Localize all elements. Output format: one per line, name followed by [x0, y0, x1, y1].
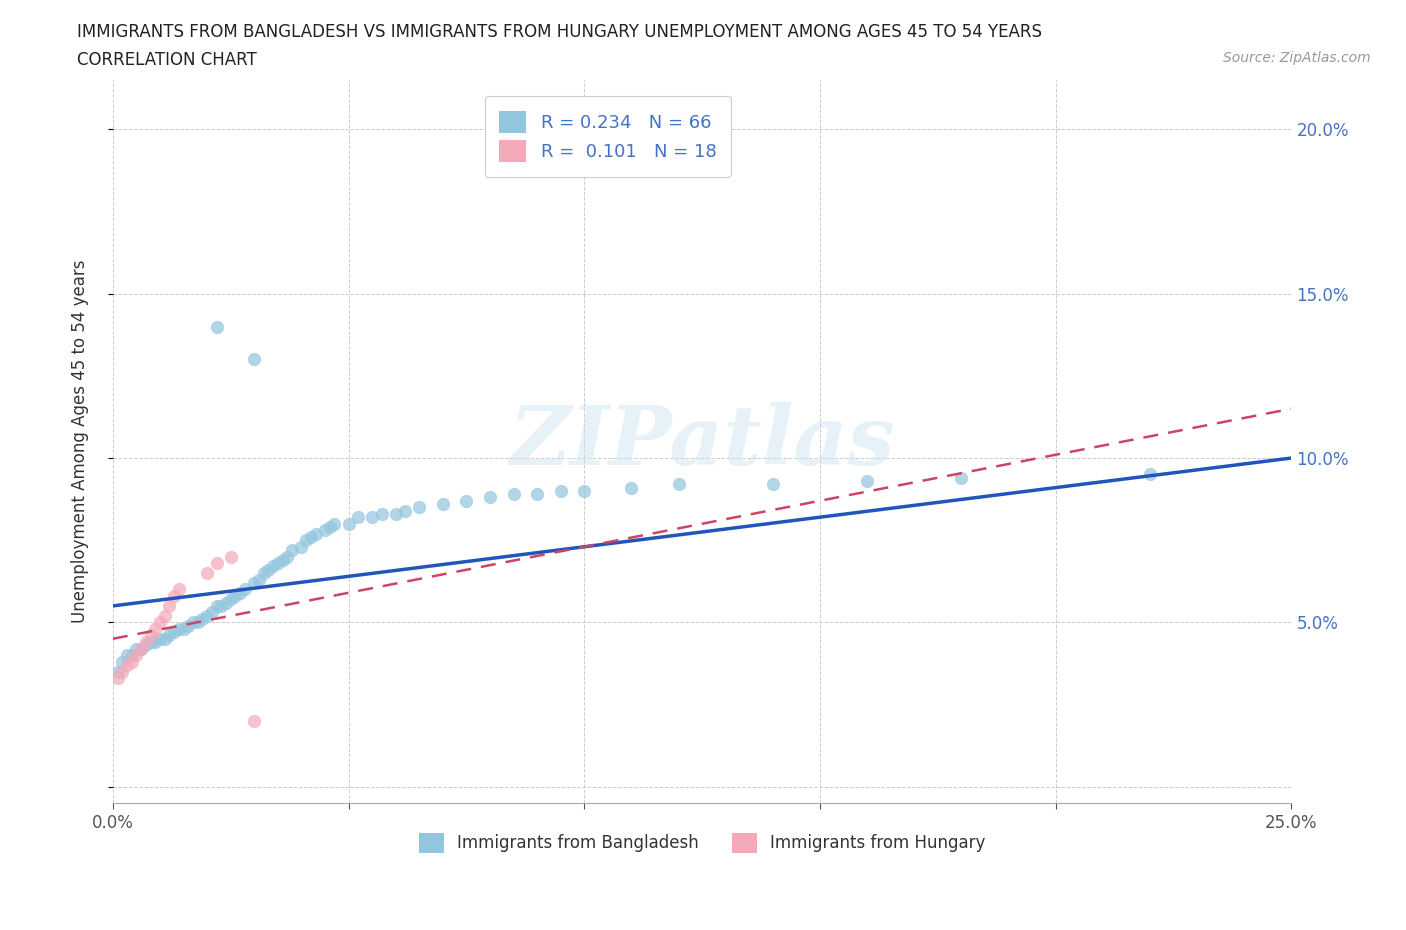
Point — [950, 471, 973, 485]
Point — [187, 615, 209, 630]
Point — [247, 572, 270, 587]
Point — [205, 556, 228, 571]
Point — [526, 486, 548, 501]
Point — [107, 664, 129, 679]
Point — [262, 559, 284, 574]
Point — [159, 599, 181, 614]
Point — [135, 638, 157, 653]
Point — [370, 507, 392, 522]
Point — [125, 648, 148, 663]
Point — [143, 634, 166, 649]
Point — [271, 552, 294, 567]
Point — [125, 641, 148, 656]
Point — [668, 477, 690, 492]
Point — [574, 484, 596, 498]
Point — [111, 664, 134, 679]
Point — [167, 582, 190, 597]
Point — [304, 526, 326, 541]
Point — [153, 608, 176, 623]
Point — [319, 520, 342, 535]
Y-axis label: Unemployment Among Ages 45 to 54 years: Unemployment Among Ages 45 to 54 years — [72, 259, 89, 623]
Point — [205, 599, 228, 614]
Point — [229, 585, 252, 600]
Text: IMMIGRANTS FROM BANGLADESH VS IMMIGRANTS FROM HUNGARY UNEMPLOYMENT AMONG AGES 45: IMMIGRANTS FROM BANGLADESH VS IMMIGRANTS… — [77, 23, 1042, 41]
Text: Source: ZipAtlas.com: Source: ZipAtlas.com — [1223, 51, 1371, 65]
Point — [107, 671, 129, 685]
Point — [195, 565, 218, 580]
Point — [290, 539, 312, 554]
Point — [384, 507, 406, 522]
Point — [257, 563, 280, 578]
Point — [314, 523, 336, 538]
Point — [121, 648, 143, 663]
Point — [115, 648, 138, 663]
Point — [135, 634, 157, 649]
Point — [224, 589, 246, 604]
Point — [139, 634, 162, 649]
Point — [149, 631, 172, 646]
Point — [209, 599, 232, 614]
Point — [129, 641, 152, 656]
Point — [115, 658, 138, 672]
Point — [177, 618, 200, 633]
Point — [502, 486, 524, 501]
Point — [121, 655, 143, 670]
Point — [361, 510, 384, 525]
Point — [856, 473, 879, 488]
Point — [620, 480, 643, 495]
Point — [243, 352, 266, 366]
Point — [550, 484, 572, 498]
Point — [167, 621, 190, 636]
Point — [111, 655, 134, 670]
Point — [149, 615, 172, 630]
Point — [153, 631, 176, 646]
Point — [408, 500, 430, 515]
Point — [215, 595, 238, 610]
Point — [295, 533, 318, 548]
Point — [299, 529, 322, 544]
Point — [195, 608, 218, 623]
Point — [129, 641, 152, 656]
Point — [163, 589, 186, 604]
Point — [281, 542, 304, 557]
Point — [337, 516, 360, 531]
Point — [432, 497, 454, 512]
Point — [1139, 467, 1161, 482]
Point — [276, 550, 298, 565]
Text: ZIPatlas: ZIPatlas — [509, 402, 894, 482]
Point — [181, 615, 204, 630]
Legend: Immigrants from Bangladesh, Immigrants from Hungary: Immigrants from Bangladesh, Immigrants f… — [412, 826, 993, 860]
Point — [201, 605, 224, 620]
Point — [394, 503, 416, 518]
Point — [191, 612, 214, 627]
Point — [143, 621, 166, 636]
Point — [233, 582, 256, 597]
Point — [219, 550, 242, 565]
Point — [243, 576, 266, 591]
Point — [762, 477, 785, 492]
Point — [173, 621, 195, 636]
Point — [456, 493, 478, 508]
Point — [253, 565, 276, 580]
Point — [219, 591, 242, 606]
Point — [243, 713, 266, 728]
Point — [163, 625, 186, 640]
Point — [479, 490, 502, 505]
Point — [205, 319, 228, 334]
Point — [267, 556, 290, 571]
Point — [159, 628, 181, 643]
Text: CORRELATION CHART: CORRELATION CHART — [77, 51, 257, 69]
Point — [139, 628, 162, 643]
Point — [347, 510, 370, 525]
Point — [323, 516, 346, 531]
